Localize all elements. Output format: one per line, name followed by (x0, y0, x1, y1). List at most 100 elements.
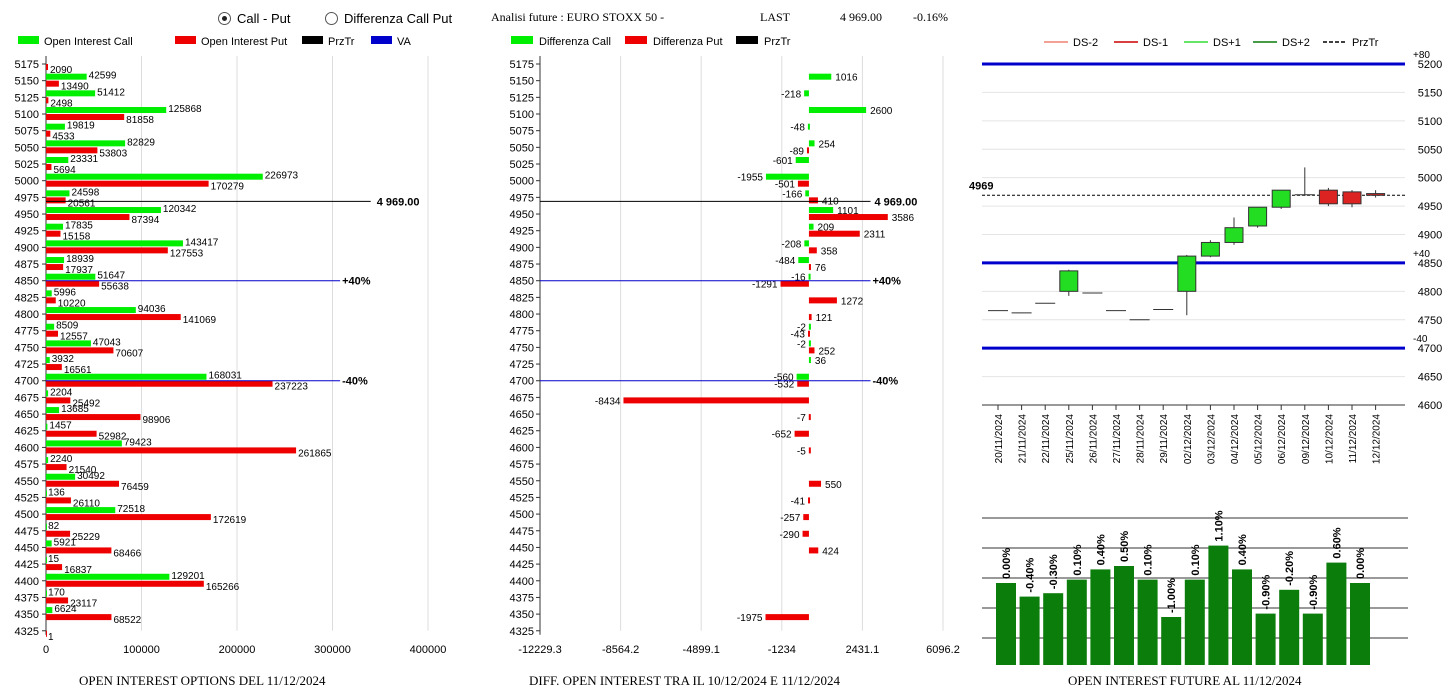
put-bar (46, 630, 47, 637)
y-tick-label: 4700 (1418, 343, 1442, 355)
oi-bar-label: -0.40% (1025, 558, 1037, 593)
strike-label: 4950 (15, 209, 39, 221)
put-diff-bar (808, 197, 818, 204)
strike-label: 4500 (15, 509, 39, 521)
strike-label: 4425 (15, 559, 39, 571)
strike-label: 4350 (15, 609, 39, 621)
legend-swatch (302, 36, 323, 44)
put-bar (46, 464, 67, 471)
call-value: 82829 (127, 137, 155, 148)
strike-label: 4525 (15, 492, 39, 504)
strike-label: 4800 (510, 309, 534, 321)
put-value: 261865 (298, 448, 332, 459)
strike-label: 4425 (510, 559, 534, 571)
call-value: 5996 (54, 287, 77, 298)
put-bar (46, 214, 130, 221)
radio-differenza[interactable]: Differenza Call Put (325, 11, 452, 26)
strike-label: 4325 (510, 626, 534, 638)
legend-label: DS-2 (1073, 37, 1098, 49)
put-bar (46, 197, 66, 204)
oi-bar-label: 0.10% (1072, 544, 1084, 575)
oi-bar-label: -0.20% (1284, 551, 1296, 586)
strike-label: 4525 (510, 492, 534, 504)
oi-bar (1114, 566, 1134, 665)
strike-label: 5000 (15, 176, 39, 188)
oi-bar-label: 0.00% (1001, 548, 1013, 579)
oi-bar-label: -0.90% (1308, 575, 1320, 610)
put-value: 5694 (53, 165, 76, 176)
put-diff-bar (803, 514, 809, 521)
call-bar (46, 473, 76, 480)
call-value: 79423 (124, 437, 152, 448)
radio-differenza-label: Differenza Call Put (344, 11, 453, 26)
strike-label: 4575 (510, 459, 534, 471)
oi-bar (996, 583, 1016, 665)
strike-label: 4600 (510, 442, 534, 454)
call-diff-bar (808, 340, 811, 347)
oi-bar (1350, 583, 1370, 665)
put-value: 13490 (61, 82, 89, 93)
radio-call-put-label: Call - Put (237, 11, 291, 26)
strike-label: 5100 (15, 109, 39, 121)
va-label: -40% (342, 376, 368, 388)
call-value: 6624 (54, 604, 77, 615)
put-bar (46, 364, 62, 371)
strike-label: 4350 (510, 609, 534, 621)
put-value: 4533 (52, 132, 75, 143)
strike-label: 4975 (510, 192, 534, 204)
oi-bar-label: 1.10% (1213, 510, 1225, 541)
oi-bar-label: 0.40% (1237, 534, 1249, 565)
call-bar (46, 373, 207, 380)
put-diff-value: -5 (797, 446, 806, 457)
candle-body (1200, 241, 1220, 257)
strike-label: 5025 (15, 159, 39, 171)
call-value: 3932 (52, 354, 75, 365)
oi-bar (1326, 562, 1347, 665)
put-value: 52982 (99, 432, 127, 443)
call-diff-value: 2600 (870, 106, 893, 117)
strike-label: 4325 (15, 626, 39, 638)
put-value: 68522 (113, 615, 141, 626)
call-value: 17835 (65, 221, 93, 232)
date-label: 02/12/2024 (1183, 414, 1194, 464)
put-diff-value: -652 (772, 430, 792, 441)
legend-swatch (371, 36, 392, 44)
strike-label: 4950 (510, 209, 534, 221)
put-bar (46, 380, 273, 387)
put-diff-value: -257 (780, 513, 800, 524)
y-tick-label: 4800 (1418, 286, 1442, 298)
call-bar (46, 523, 47, 530)
call-bar (46, 123, 65, 130)
strike-label: 4550 (510, 476, 534, 488)
strike-label: 4700 (510, 376, 534, 388)
put-value: 15158 (62, 232, 90, 243)
strike-label: 4625 (510, 426, 534, 438)
oi-bar (1066, 579, 1087, 665)
call-value: 143417 (185, 237, 219, 248)
put-diff-bar (808, 480, 822, 487)
call-value: 170 (48, 587, 65, 598)
strike-label: 4925 (510, 226, 534, 238)
date-label: 20/11/2024 (994, 414, 1005, 464)
y-tick-label: 5000 (1418, 173, 1442, 185)
put-value: 55638 (101, 282, 129, 293)
call-value: 226973 (265, 171, 299, 182)
put-diff-bar (806, 147, 809, 154)
radio-call-put[interactable]: Call - Put (218, 11, 290, 26)
call-bar (46, 257, 65, 264)
call-value: 30492 (77, 471, 105, 482)
call-bar (46, 340, 91, 347)
oi-bar (1161, 617, 1182, 665)
strike-label: 4900 (15, 242, 39, 254)
x-tick-label: 6096.2 (926, 644, 960, 656)
call-diff-bar (807, 123, 810, 130)
call-bar (46, 490, 47, 497)
date-label: 04/12/2024 (1230, 414, 1241, 464)
put-diff-value: 1272 (841, 296, 864, 307)
oi-bar (1184, 579, 1205, 665)
put-bar (46, 64, 48, 70)
call-bar (46, 140, 126, 147)
legend-label: Differenza Call (539, 36, 611, 48)
candle-body (1318, 189, 1338, 205)
call-diff-bar (765, 173, 809, 180)
